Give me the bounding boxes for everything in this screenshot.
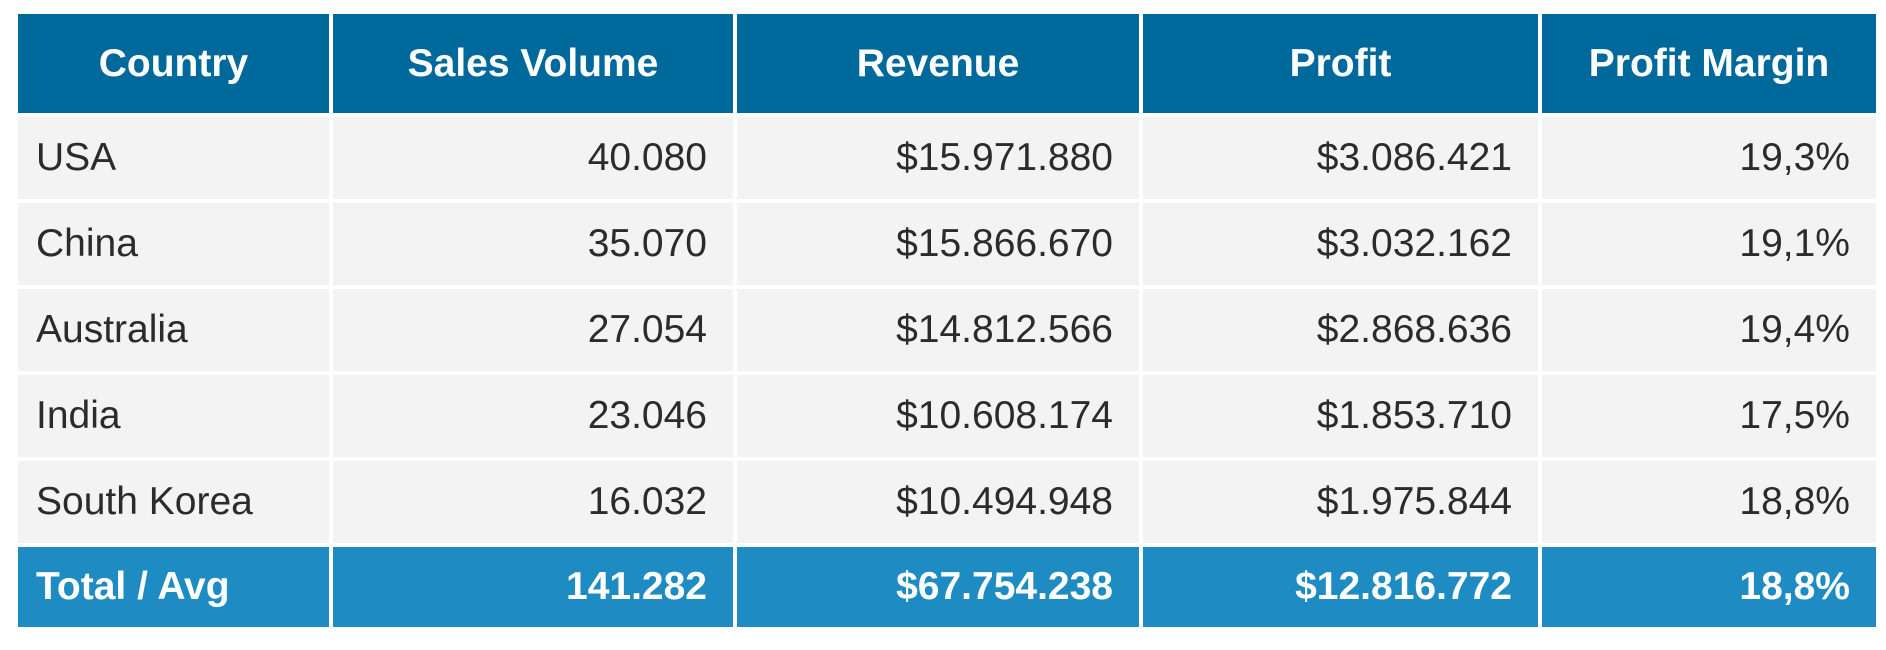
sales-volume-cell: 35.070: [333, 203, 733, 285]
column-header-revenue: Revenue: [737, 14, 1139, 113]
table-row: USA 40.080 $15.971.880 $3.086.421 19,3%: [18, 117, 1876, 199]
revenue-cell: $15.866.670: [737, 203, 1139, 285]
country-cell: South Korea: [18, 461, 329, 543]
sales-volume-cell: 40.080: [333, 117, 733, 199]
profit-margin-cell: 19,4%: [1542, 289, 1876, 371]
profit-margin-cell: 18,8%: [1542, 461, 1876, 543]
profit-margin-cell: 19,3%: [1542, 117, 1876, 199]
total-revenue-cell: $67.754.238: [737, 547, 1139, 627]
column-header-profit: Profit: [1143, 14, 1538, 113]
sales-volume-cell: 23.046: [333, 375, 733, 457]
column-header-country: Country: [18, 14, 329, 113]
column-header-profit-margin: Profit Margin: [1542, 14, 1876, 113]
table-row: India 23.046 $10.608.174 $1.853.710 17,5…: [18, 375, 1876, 457]
profit-cell: $3.086.421: [1143, 117, 1538, 199]
country-cell: Australia: [18, 289, 329, 371]
profit-cell: $3.032.162: [1143, 203, 1538, 285]
profit-margin-cell: 19,1%: [1542, 203, 1876, 285]
country-cell: China: [18, 203, 329, 285]
revenue-cell: $15.971.880: [737, 117, 1139, 199]
profit-cell: $1.975.844: [1143, 461, 1538, 543]
header-row: Country Sales Volume Revenue Profit Prof…: [18, 14, 1876, 113]
sales-volume-cell: 16.032: [333, 461, 733, 543]
revenue-cell: $10.494.948: [737, 461, 1139, 543]
avg-profit-margin-cell: 18,8%: [1542, 547, 1876, 627]
table-row: China 35.070 $15.866.670 $3.032.162 19,1…: [18, 203, 1876, 285]
total-profit-cell: $12.816.772: [1143, 547, 1538, 627]
profit-margin-cell: 17,5%: [1542, 375, 1876, 457]
table-row: South Korea 16.032 $10.494.948 $1.975.84…: [18, 461, 1876, 543]
total-label-cell: Total / Avg: [18, 547, 329, 627]
total-row: Total / Avg 141.282 $67.754.238 $12.816.…: [18, 547, 1876, 627]
country-cell: USA: [18, 117, 329, 199]
revenue-cell: $14.812.566: [737, 289, 1139, 371]
country-cell: India: [18, 375, 329, 457]
profit-cell: $1.853.710: [1143, 375, 1538, 457]
table-row: Australia 27.054 $14.812.566 $2.868.636 …: [18, 289, 1876, 371]
total-sales-volume-cell: 141.282: [333, 547, 733, 627]
profit-cell: $2.868.636: [1143, 289, 1538, 371]
revenue-cell: $10.608.174: [737, 375, 1139, 457]
data-table-container: Country Sales Volume Revenue Profit Prof…: [18, 14, 1876, 627]
sales-table: Country Sales Volume Revenue Profit Prof…: [14, 10, 1880, 631]
sales-volume-cell: 27.054: [333, 289, 733, 371]
column-header-sales-volume: Sales Volume: [333, 14, 733, 113]
